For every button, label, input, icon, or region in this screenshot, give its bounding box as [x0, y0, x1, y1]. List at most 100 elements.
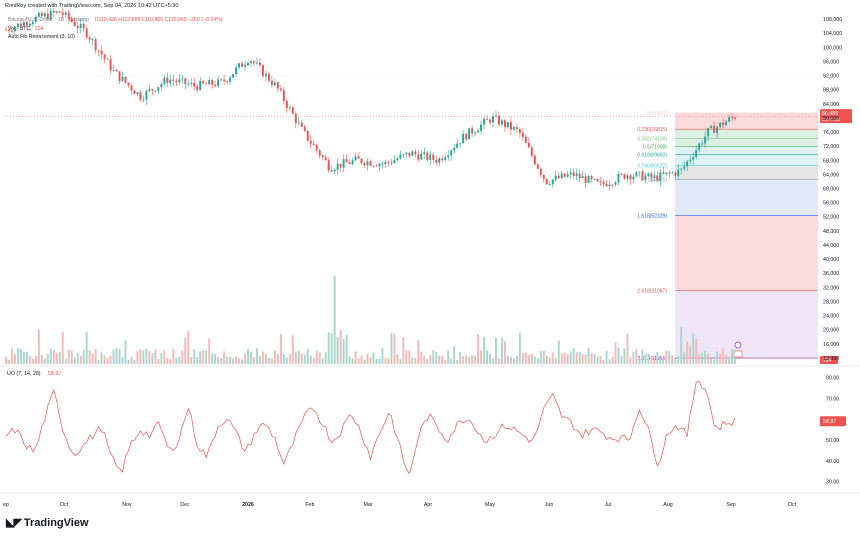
volume-bar [716, 351, 719, 364]
uo-value-badge [820, 416, 846, 427]
volume-bar [471, 355, 474, 364]
candle [492, 116, 494, 123]
ohlc-values: O110,426 H110,695 L110,865 C110,860 −260… [94, 17, 223, 23]
candle [40, 13, 43, 17]
volume-bar [509, 356, 512, 364]
price-axis-tick: 72,000 [823, 144, 839, 150]
fib-level-label: 0.618(69660) [637, 152, 667, 158]
candle [489, 119, 491, 123]
candle [318, 150, 321, 156]
alert-icon[interactable] [734, 341, 742, 349]
candle [49, 10, 52, 20]
candle [506, 122, 509, 127]
volume-legend[interactable]: Vol · BTC 224 [8, 26, 43, 32]
volume-bar [366, 353, 369, 364]
candle [34, 16, 37, 22]
volume-bar [339, 330, 342, 364]
candle [429, 154, 432, 160]
uo-axis-tick: 80.00 [826, 375, 839, 381]
volume-bar [256, 348, 258, 364]
candle [605, 183, 608, 187]
candle [279, 88, 282, 91]
volume-bar [34, 355, 37, 364]
volume-bar [261, 351, 264, 364]
volume-bar [713, 359, 716, 364]
fib-level-label: 3.618(11966) [638, 356, 668, 362]
volume-bar [193, 349, 196, 364]
volume-bar [16, 348, 19, 364]
volume-bar [97, 359, 100, 364]
candle [205, 83, 208, 85]
volume-bar [300, 353, 303, 364]
candle [399, 154, 402, 159]
candle [267, 73, 270, 81]
volume-bar [447, 350, 450, 364]
indicator-legend[interactable]: Auto Fib Retracement (3, 10) [8, 34, 75, 40]
candle [686, 161, 689, 167]
volume-bar [506, 355, 509, 364]
volume-bar [483, 336, 486, 364]
time-axis-label: Jul [605, 502, 612, 508]
volume-bar [172, 348, 175, 364]
candle [276, 82, 279, 89]
candle [450, 150, 453, 156]
candle [357, 156, 360, 159]
volume-bar [109, 355, 112, 364]
time-axis-label: Apr [424, 502, 432, 508]
volume-bar [527, 354, 530, 364]
volume-bar [220, 357, 223, 364]
price-axis-tick: 16,000 [823, 342, 839, 348]
candle [163, 77, 166, 84]
candle [118, 71, 121, 81]
volume-bar [217, 357, 220, 364]
volume-bar [199, 351, 202, 364]
candle [503, 120, 506, 127]
volume-bar [728, 356, 731, 364]
candle [139, 92, 142, 100]
volume-bar [91, 353, 94, 364]
volume-bar [342, 339, 345, 364]
volume-bar [665, 350, 668, 364]
volume-bar [563, 352, 566, 364]
fib-zone [675, 179, 818, 216]
uo-axis-tick: 40.00 [826, 459, 839, 465]
uo-value-badge-text: 58.97 [823, 419, 836, 425]
volume-bar [680, 326, 683, 364]
symbol-legend[interactable]: Bitcoin / U.S. Dollar · 1D · Bitstamp O1… [8, 17, 222, 23]
volume-bar [578, 351, 581, 364]
price-axis-tick: 20,000 [823, 328, 839, 334]
volume-bar [25, 351, 28, 364]
tradingview-logo[interactable]: ◣◤ TradingView [6, 516, 89, 530]
volume-bar [429, 354, 432, 364]
candle [13, 26, 16, 32]
volume-bar [190, 357, 193, 364]
candle [441, 158, 444, 161]
volume-bar [315, 350, 318, 364]
volume-bar [196, 357, 199, 364]
volume-bar [590, 353, 593, 364]
candle [411, 151, 414, 156]
time-axis-label: Aug [663, 502, 672, 508]
volume-bar [533, 356, 536, 364]
candle [148, 89, 151, 91]
volume-bar [468, 356, 471, 364]
flag-icon[interactable] [733, 350, 743, 358]
candle [300, 122, 303, 127]
candle [536, 164, 539, 169]
volume-bar [148, 351, 151, 364]
candle [199, 80, 202, 90]
price-axis-tick: 44,000 [823, 243, 839, 249]
volume-bar [118, 349, 121, 364]
candle [157, 87, 160, 92]
volume-bar [704, 350, 707, 364]
volume-bar [623, 348, 626, 364]
candle [169, 79, 172, 83]
volume-bar [282, 354, 285, 364]
candle [653, 175, 656, 178]
candle [16, 23, 19, 27]
candle [668, 172, 671, 174]
candle [650, 173, 653, 178]
candle [728, 117, 731, 122]
volume-bar [360, 355, 363, 364]
